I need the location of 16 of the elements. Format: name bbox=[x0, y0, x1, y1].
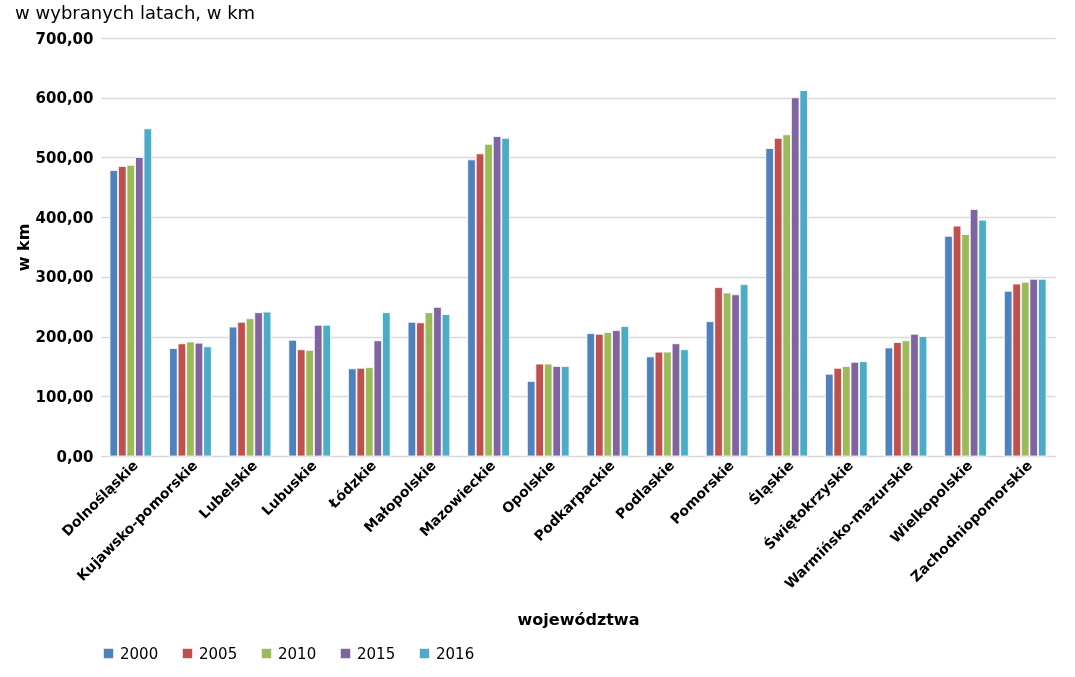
legend-label: 2005 bbox=[199, 644, 238, 663]
legend-label: 2016 bbox=[436, 644, 475, 663]
y-tick-label: 0,00 bbox=[56, 447, 94, 466]
y-tick-label: 700,00 bbox=[35, 29, 94, 48]
y-axis-title: w km bbox=[13, 223, 33, 272]
legend-label: 2000 bbox=[120, 644, 159, 663]
y-tick-label: 300,00 bbox=[35, 268, 94, 287]
x-axis-title: województwa bbox=[517, 609, 640, 629]
y-tick-label: 500,00 bbox=[35, 148, 94, 167]
y-tick-label: 400,00 bbox=[35, 208, 94, 227]
y-tick-label: 200,00 bbox=[35, 328, 94, 347]
y-tick-label: 600,00 bbox=[35, 89, 94, 108]
legend-label: 2015 bbox=[357, 644, 396, 663]
y-tick-label: 100,00 bbox=[35, 387, 94, 406]
chart-title: w wybranych latach, w km bbox=[15, 2, 256, 23]
legend-label: 2010 bbox=[278, 644, 317, 663]
